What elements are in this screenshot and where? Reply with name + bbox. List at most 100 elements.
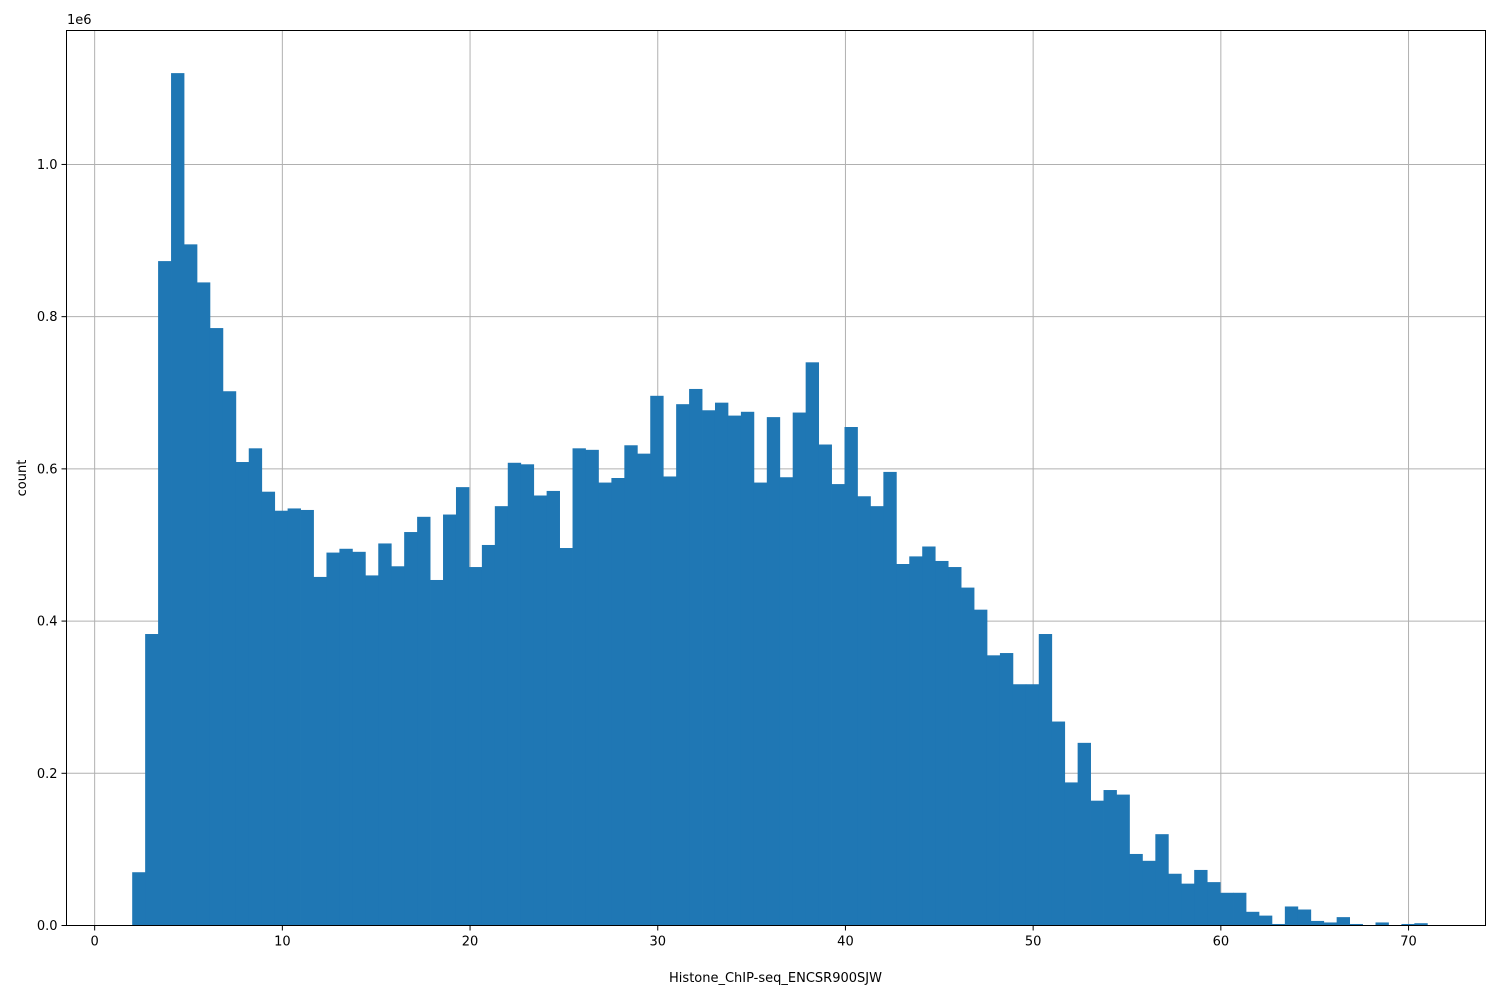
histogram-bar — [870, 506, 884, 926]
histogram-bar — [1258, 915, 1273, 926]
histogram-bar — [805, 362, 820, 926]
histogram-bar — [1038, 634, 1053, 926]
histogram-bar — [417, 516, 431, 926]
histogram-bar — [1168, 873, 1182, 926]
histogram-bar — [1349, 923, 1363, 926]
histogram-bar — [183, 244, 198, 926]
histogram-bar — [171, 73, 185, 926]
histogram-bar — [779, 477, 794, 926]
histogram-bar — [1051, 721, 1066, 926]
x-tick-label: 70 — [1400, 935, 1417, 950]
histogram-bar — [727, 415, 742, 926]
histogram-bar — [1142, 860, 1156, 926]
histogram-bar — [507, 462, 522, 926]
x-tick-label: 10 — [274, 935, 291, 950]
histogram-bar — [455, 487, 470, 926]
histogram-bar — [753, 482, 768, 926]
histogram-bar — [1323, 922, 1338, 926]
y-tick-label: 0.2 — [37, 767, 58, 782]
histogram-bar — [896, 563, 910, 926]
histogram-bar — [611, 478, 625, 926]
histogram-bar — [326, 552, 340, 926]
histogram-bar — [922, 546, 936, 926]
histogram-bar — [1012, 684, 1027, 926]
histogram-bar — [572, 448, 586, 926]
histogram-bar — [274, 510, 289, 926]
histogram-bar — [559, 548, 573, 926]
histogram-bar — [792, 412, 807, 926]
histogram-bar — [313, 576, 327, 926]
histogram-bar — [300, 509, 314, 926]
histogram-bar — [404, 532, 418, 926]
histogram-bar — [909, 556, 923, 926]
x-tick-label: 20 — [462, 935, 479, 950]
histogram-bar — [689, 388, 703, 926]
histogram-bar — [196, 282, 211, 926]
x-tick-label: 40 — [837, 935, 854, 950]
histogram-bar — [883, 471, 897, 926]
histogram-bar — [585, 449, 599, 926]
histogram-bar — [546, 490, 560, 926]
histogram-bar — [857, 496, 871, 926]
histogram-bar — [494, 506, 509, 926]
histogram-bar — [961, 587, 975, 926]
histogram-bar — [391, 566, 405, 926]
histogram-bar — [676, 404, 690, 926]
histogram-bar — [1271, 923, 1286, 926]
x-tick-label: 0 — [91, 935, 99, 950]
histogram-bar — [1129, 853, 1143, 926]
histogram-bar — [430, 579, 444, 926]
histogram-bar — [443, 514, 457, 926]
histogram-bar — [844, 427, 858, 926]
histogram-bar — [1090, 800, 1104, 926]
histogram-bar — [1155, 834, 1169, 926]
histogram-bar — [986, 655, 1001, 926]
y-tick-label: 0.4 — [37, 615, 58, 630]
histogram-bar — [339, 548, 353, 926]
histogram-bar — [1025, 684, 1040, 926]
y-multiplier-label: 1e6 — [67, 13, 92, 28]
histogram-bar — [948, 567, 962, 926]
histogram-bar — [663, 476, 677, 926]
histogram-bar — [1297, 909, 1312, 926]
histogram-bar — [1375, 922, 1389, 926]
histogram-bar — [766, 417, 781, 926]
x-tick-label: 50 — [1025, 935, 1042, 950]
histogram-bar — [624, 445, 638, 926]
x-tick-label: 60 — [1213, 935, 1230, 950]
histogram-bar — [209, 328, 224, 926]
histogram-bar — [352, 551, 366, 926]
histogram-bar — [235, 462, 250, 926]
histogram-bar — [1207, 882, 1221, 926]
histogram-bar — [598, 482, 612, 926]
histogram-bar — [1245, 911, 1260, 926]
histogram-bar — [1284, 906, 1299, 926]
histogram-bar — [1414, 923, 1428, 926]
histogram-bar — [1116, 794, 1130, 926]
histogram-bar — [261, 491, 276, 926]
y-tick-label: 0.8 — [37, 310, 58, 325]
histogram-bar — [533, 495, 548, 926]
histogram-bar — [1233, 892, 1247, 926]
y-tick-label: 0.6 — [37, 462, 58, 477]
histogram-bar — [248, 448, 263, 926]
histogram-bar — [999, 653, 1014, 926]
y-tick-label: 0.0 — [37, 919, 58, 934]
histogram-bar — [714, 402, 729, 926]
axis-ticks: 0 10 20 30 40 50 60 70 0.0 0.2 0.4 0.6 0.8 1.0 — [37, 158, 1417, 950]
histogram-bar — [702, 410, 716, 926]
histogram-bar — [481, 544, 496, 926]
histogram-bar — [365, 575, 379, 926]
histogram-bar — [1194, 869, 1208, 926]
histogram-bar — [468, 567, 483, 926]
x-axis-label: Histone_ChIP-seq_ENCSR900SJW — [669, 971, 882, 986]
histogram-bar — [1064, 782, 1079, 926]
histogram-bar — [1401, 923, 1415, 926]
histogram-bar — [287, 508, 301, 926]
histogram-bar — [650, 395, 664, 926]
y-tick-label: 1.0 — [37, 158, 58, 173]
histogram-bar — [1077, 742, 1091, 926]
histogram-bar — [222, 391, 237, 926]
histogram-bar — [378, 543, 392, 926]
